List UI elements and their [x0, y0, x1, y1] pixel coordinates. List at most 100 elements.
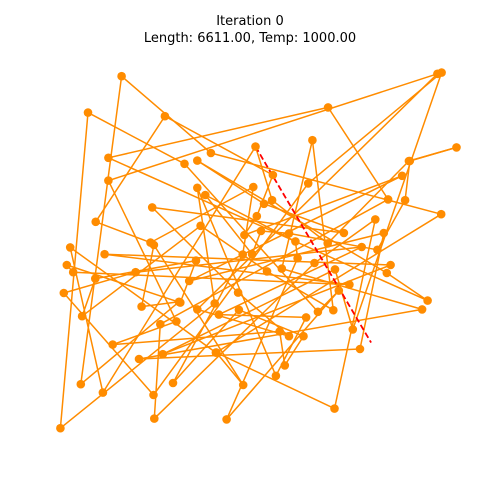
city-point [117, 71, 126, 81]
city-point [310, 258, 319, 268]
plot-area [56, 68, 461, 433]
city-point [252, 211, 262, 221]
city-point [134, 354, 144, 364]
city-point [240, 230, 249, 240]
city-point [233, 288, 243, 297]
city-point [284, 229, 294, 238]
tour-edge [149, 186, 255, 244]
city-point [452, 143, 461, 152]
city-point [299, 331, 308, 341]
city-point [214, 310, 224, 319]
tour-edge [138, 348, 361, 360]
tour-edge [313, 218, 377, 264]
city-point [156, 319, 165, 329]
city-point [247, 249, 257, 259]
tour-edge [188, 232, 385, 282]
tour-edge [159, 198, 389, 325]
city-point [405, 156, 415, 166]
city-point [222, 415, 231, 424]
city-point [348, 325, 358, 334]
city-point [191, 256, 201, 265]
city-point [158, 349, 168, 359]
city-point [308, 135, 317, 145]
city-point [193, 183, 202, 193]
tour-edge [266, 270, 335, 311]
tour-edge [281, 267, 423, 311]
tour-edge [218, 246, 363, 316]
city-point [275, 327, 285, 336]
city-point [137, 302, 146, 311]
city-point [174, 297, 184, 307]
city-point [100, 249, 109, 259]
city-point [108, 340, 117, 349]
city-point [83, 108, 93, 117]
tour-edge [334, 268, 354, 331]
tour-edge [409, 146, 458, 162]
city-point [373, 245, 382, 255]
city-point [259, 199, 269, 209]
city-points [56, 68, 461, 433]
city-point [382, 268, 392, 278]
tour-edge [107, 157, 429, 302]
tour-edge [196, 187, 216, 305]
tour-edge [215, 351, 244, 386]
city-point [150, 414, 159, 423]
city-point [68, 267, 78, 277]
city-point [267, 195, 277, 205]
tour-edge [59, 302, 216, 429]
tour-edge [238, 309, 305, 337]
tour-edge [215, 351, 336, 410]
tour-edge [172, 309, 240, 384]
city-point [277, 264, 287, 273]
city-point [56, 423, 65, 433]
tour-edge [63, 271, 137, 294]
tour-edge [140, 244, 155, 308]
tour-edge [107, 106, 329, 159]
city-point [65, 243, 75, 252]
city-point [168, 378, 178, 388]
city-point [59, 288, 69, 298]
tour-edge [327, 106, 389, 201]
tour-edge [162, 264, 392, 355]
city-point [147, 203, 157, 212]
city-point [251, 142, 260, 151]
city-point [423, 296, 432, 305]
tour-edge [215, 213, 442, 354]
tour-edge [162, 268, 336, 355]
city-point [98, 388, 108, 397]
city-point [76, 379, 86, 389]
city-point [210, 299, 219, 308]
tour-edge [94, 221, 152, 244]
city-point [249, 182, 258, 192]
city-point [330, 265, 340, 274]
tour-edge [183, 163, 319, 313]
tour-edge [386, 272, 429, 302]
city-point [303, 179, 313, 188]
tour-edge [69, 246, 217, 354]
tour-edge [153, 323, 162, 420]
tour-edge [107, 73, 439, 182]
city-point [329, 305, 338, 315]
tour-edge [254, 145, 273, 201]
city-point [262, 267, 272, 276]
tour-edge [352, 71, 443, 331]
tour-edge [103, 253, 351, 286]
city-point [77, 311, 87, 321]
city-point [339, 228, 349, 238]
tour-edge [196, 73, 439, 311]
city-point [193, 305, 202, 314]
tour-edge [243, 175, 403, 236]
city-point [256, 226, 266, 236]
city-point [383, 195, 393, 204]
city-point [172, 317, 181, 326]
city-point [201, 190, 210, 200]
city-point [104, 153, 113, 163]
tour-edge [107, 179, 178, 323]
tour-edge [152, 182, 309, 396]
tour-edge [188, 175, 403, 282]
city-point [268, 170, 278, 180]
tour-edge [94, 259, 197, 280]
city-point [193, 156, 202, 165]
tour-edge [151, 206, 239, 294]
city-point [271, 371, 281, 381]
